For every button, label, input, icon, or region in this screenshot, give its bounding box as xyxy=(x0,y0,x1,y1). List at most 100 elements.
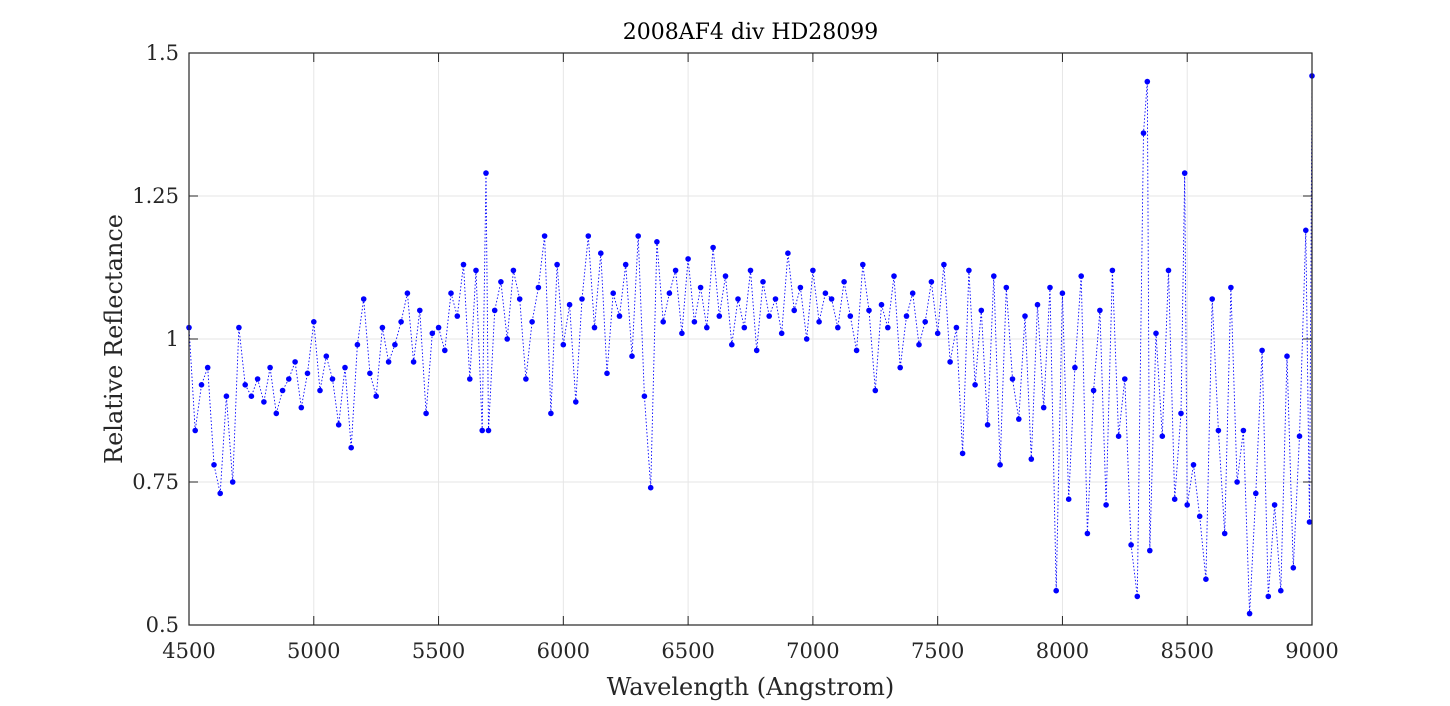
data-point xyxy=(479,427,486,434)
data-point xyxy=(803,336,810,342)
data-point xyxy=(741,324,748,331)
data-point xyxy=(1153,330,1159,337)
data-point xyxy=(1171,496,1178,503)
data-point xyxy=(941,261,947,268)
data-point xyxy=(1140,130,1147,136)
data-point xyxy=(853,347,860,354)
data-point xyxy=(704,324,710,331)
data-point xyxy=(1147,547,1153,554)
data-point xyxy=(286,376,292,382)
data-point xyxy=(841,279,847,285)
data-point xyxy=(1265,593,1272,600)
data-point xyxy=(242,382,248,388)
data-point xyxy=(778,330,785,337)
data-point xyxy=(860,261,866,268)
data-point xyxy=(641,393,648,400)
data-point xyxy=(610,290,616,297)
data-point xyxy=(585,233,592,239)
data-point xyxy=(1209,296,1215,302)
data-point xyxy=(835,324,841,331)
data-point xyxy=(622,261,629,268)
data-point xyxy=(710,244,716,251)
data-point xyxy=(261,399,267,405)
data-point xyxy=(716,313,723,319)
data-point xyxy=(1016,416,1022,422)
data-point xyxy=(485,427,492,434)
data-point xyxy=(791,307,797,314)
data-point xyxy=(1109,267,1116,274)
data-point xyxy=(410,359,417,365)
x-tick-label: 7000 xyxy=(786,639,839,663)
data-point xyxy=(1053,587,1059,594)
data-point xyxy=(1306,519,1313,525)
data-point xyxy=(1078,273,1084,279)
data-point xyxy=(1084,530,1091,537)
data-point xyxy=(729,341,735,348)
data-point xyxy=(504,336,511,342)
x-tick-label: 6500 xyxy=(661,639,714,663)
data-point xyxy=(254,376,261,382)
data-point xyxy=(947,359,953,365)
data-point xyxy=(747,267,754,274)
data-point xyxy=(1240,427,1247,434)
x-tick-label: 6000 xyxy=(537,639,590,663)
y-tick-label: 0.5 xyxy=(146,613,179,637)
data-point xyxy=(903,313,910,319)
x-tick-label: 8000 xyxy=(1036,639,1089,663)
x-tick-label: 4500 xyxy=(162,639,215,663)
data-point xyxy=(379,324,386,331)
data-point xyxy=(1203,576,1209,582)
data-point xyxy=(760,279,766,285)
data-point xyxy=(311,319,317,325)
axis-ticks: 4500 5000 5500 6000 6500 7000 7500 8000 8500 9000… xyxy=(132,41,1338,663)
data-point xyxy=(417,307,423,314)
data-point xyxy=(1190,462,1197,468)
data-point xyxy=(223,393,230,400)
data-point xyxy=(1253,490,1259,497)
data-point xyxy=(959,450,966,457)
data-point xyxy=(541,233,548,239)
data-point xyxy=(1040,404,1047,411)
data-point xyxy=(654,239,660,245)
data-point xyxy=(766,313,772,319)
data-point xyxy=(1271,502,1278,508)
data-point xyxy=(591,324,598,331)
data-point xyxy=(548,410,554,417)
data-point xyxy=(866,307,872,314)
data-point xyxy=(1028,456,1035,462)
data-point xyxy=(629,353,635,360)
y-tick-label: 0.75 xyxy=(132,470,179,494)
data-point xyxy=(229,479,236,485)
data-point xyxy=(304,370,311,377)
data-point xyxy=(616,313,623,319)
data-point xyxy=(978,307,985,314)
data-point xyxy=(298,404,305,411)
data-point xyxy=(685,256,691,262)
data-point xyxy=(211,462,217,468)
data-point xyxy=(510,267,517,274)
data-point xyxy=(922,319,928,325)
data-point xyxy=(429,330,436,337)
data-point xyxy=(1122,376,1128,382)
data-point xyxy=(1303,227,1309,234)
y-axis-label: Relative Reflectance xyxy=(100,214,128,464)
data-point xyxy=(483,170,489,176)
data-point xyxy=(598,250,604,256)
data-point xyxy=(1072,364,1078,371)
data-point xyxy=(1144,78,1151,85)
data-point xyxy=(398,319,404,325)
data-point xyxy=(1246,610,1253,617)
data-point xyxy=(1221,530,1228,537)
data-point xyxy=(373,393,380,400)
x-tick-label: 8500 xyxy=(1160,639,1213,663)
data-point xyxy=(554,261,560,268)
data-point xyxy=(691,319,698,325)
data-point xyxy=(335,422,342,428)
data-point xyxy=(460,261,467,268)
data-point xyxy=(897,364,903,371)
data-point xyxy=(1090,387,1097,394)
data-point xyxy=(267,364,273,371)
data-point xyxy=(236,324,242,331)
grid-lines xyxy=(189,53,1312,625)
data-point xyxy=(647,484,654,491)
